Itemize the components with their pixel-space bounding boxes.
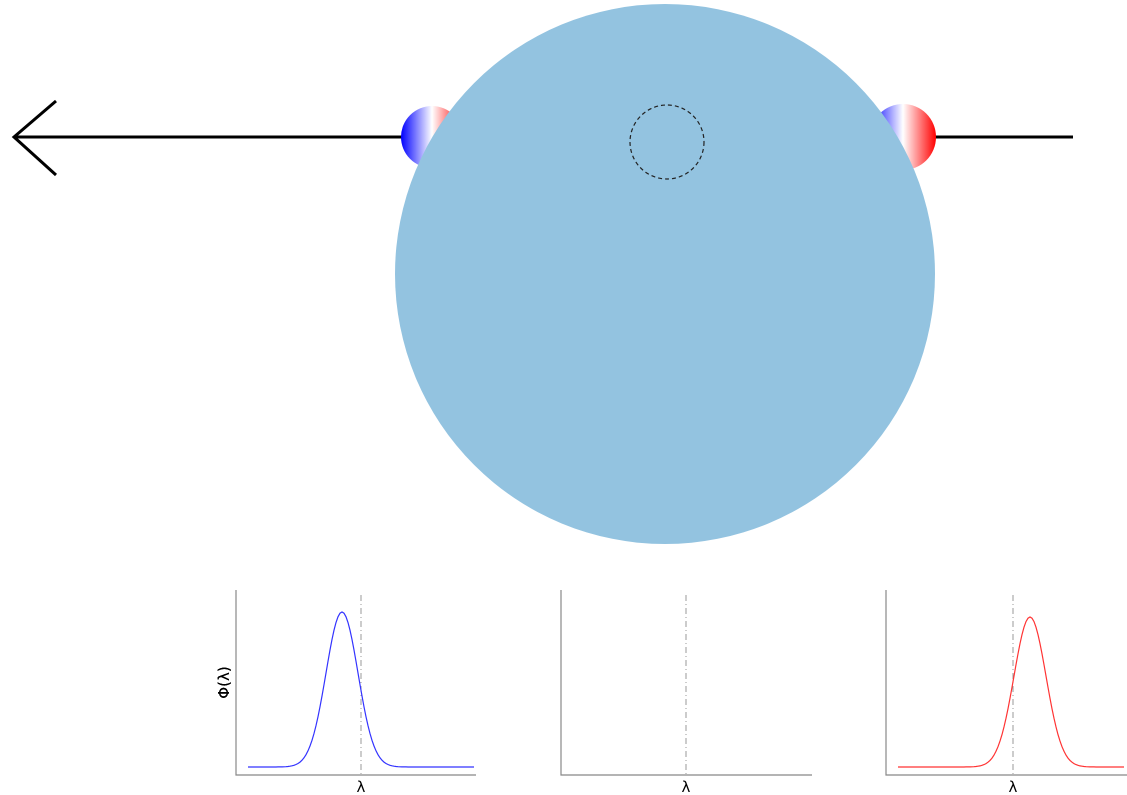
axes bbox=[236, 590, 476, 775]
diagram: Φ(λ)λΦ(λ)λΦ(λ)λ bbox=[0, 0, 1127, 795]
axes bbox=[886, 590, 1127, 775]
x-axis-label: λ bbox=[682, 778, 691, 795]
x-axis-label: λ bbox=[1009, 778, 1018, 795]
x-axis-label: λ bbox=[357, 778, 366, 795]
star bbox=[395, 4, 935, 544]
line-profile bbox=[898, 617, 1124, 767]
y-axis-label: Φ(λ) bbox=[215, 666, 233, 698]
